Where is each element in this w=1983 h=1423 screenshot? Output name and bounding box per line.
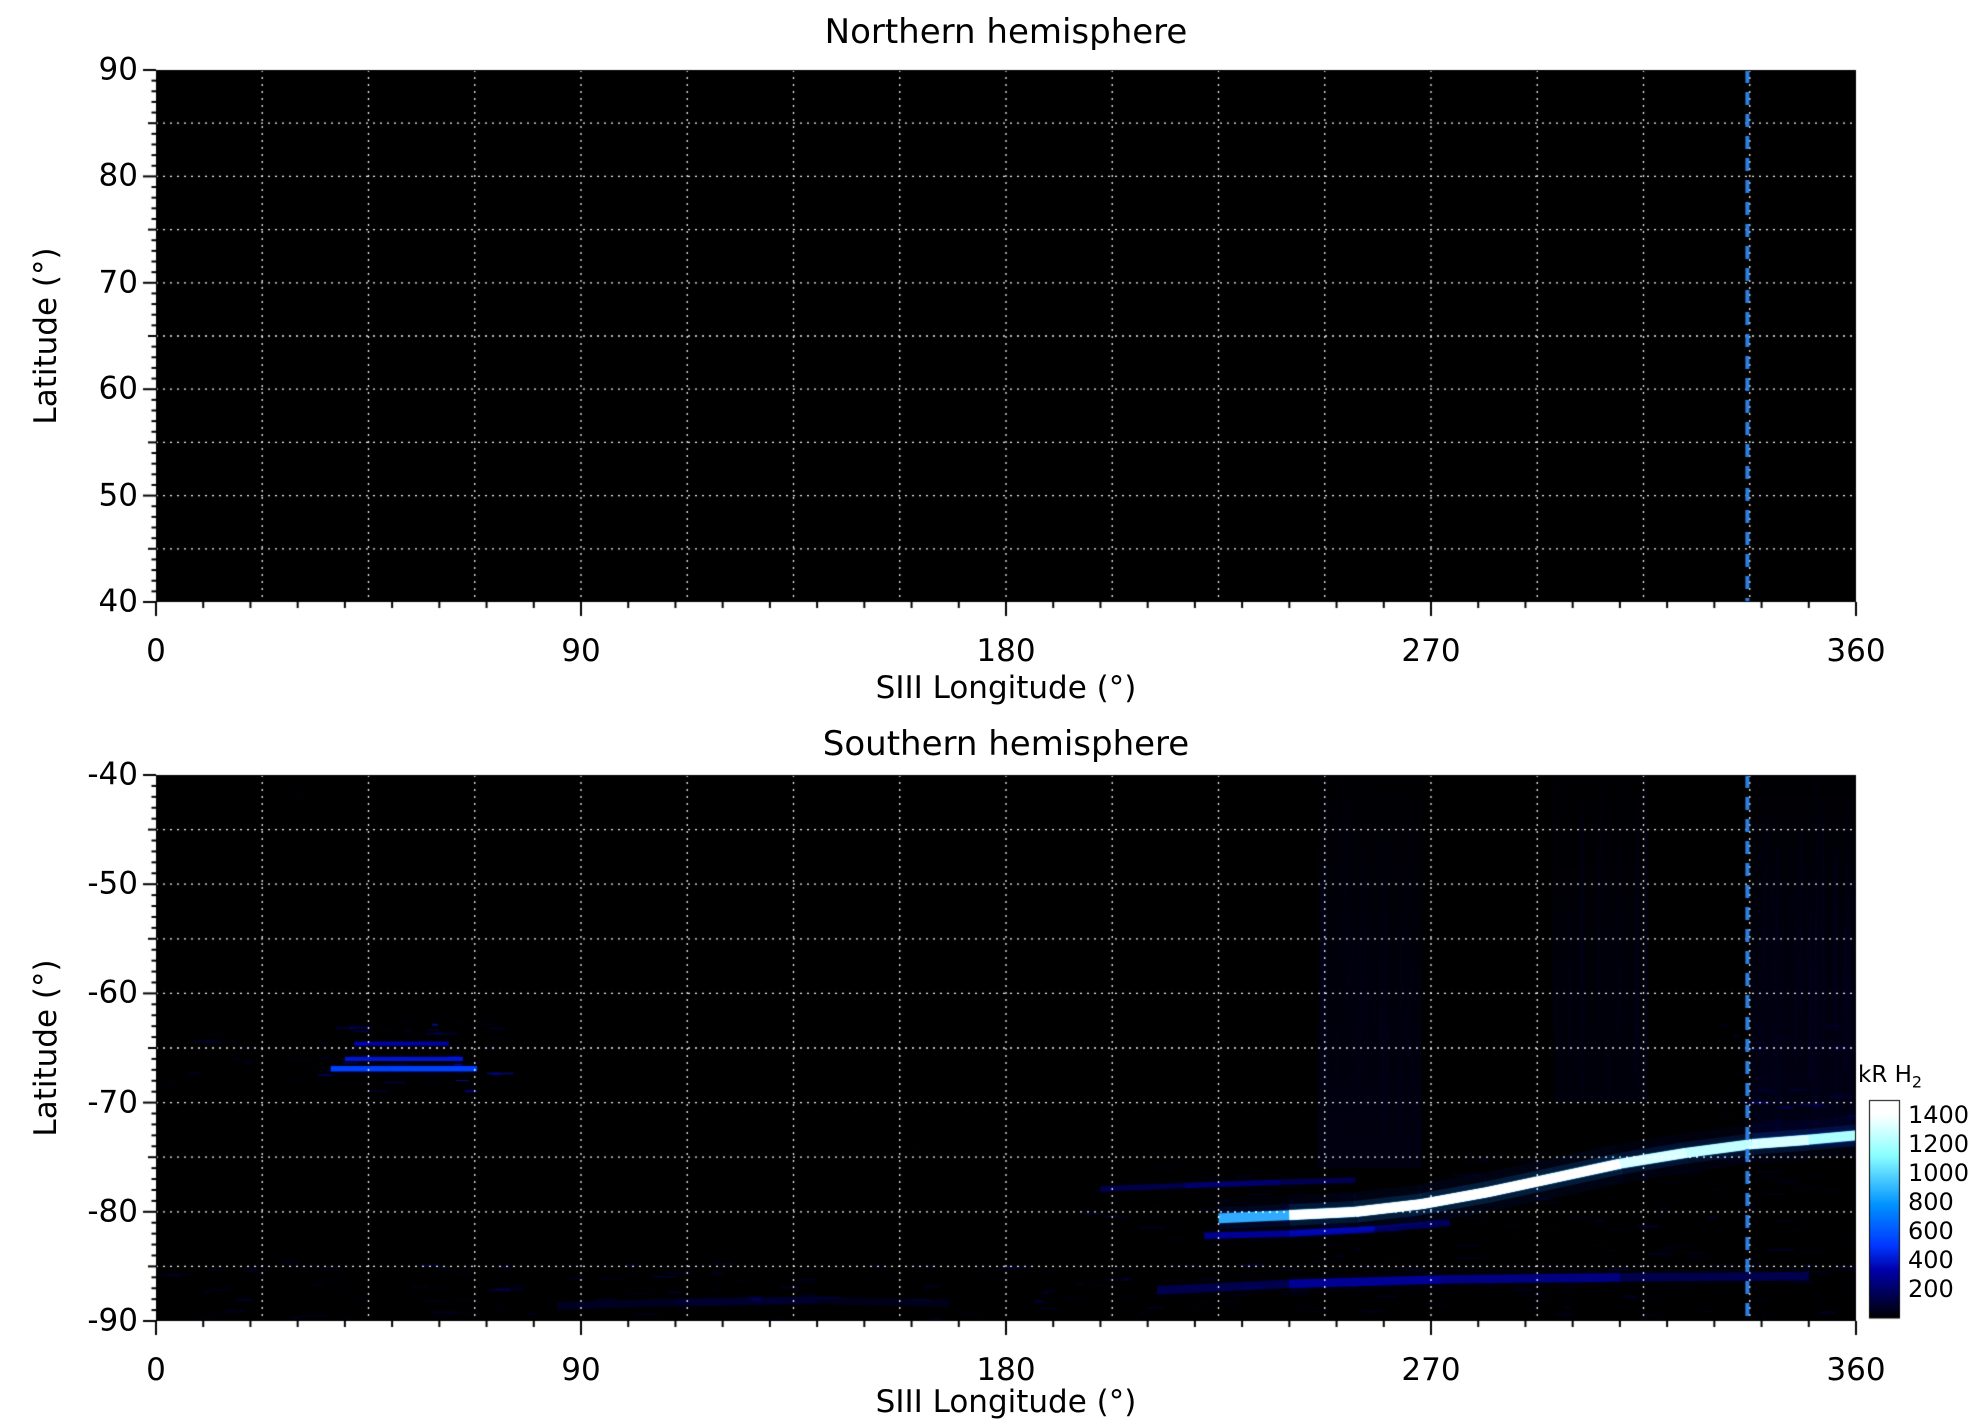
y-tick-label: -90 xyxy=(87,1302,138,1339)
colorbar-label: kR H2 xyxy=(1858,1062,1922,1092)
y-tick-label: -80 xyxy=(87,1193,138,1230)
colorbar-label-sub: 2 xyxy=(1911,1072,1923,1092)
y-tick-label: -70 xyxy=(87,1084,138,1121)
x-tick-label: 0 xyxy=(146,633,166,669)
y-tick-label: 80 xyxy=(98,157,138,194)
colorbar-tick-label: 1000 xyxy=(1908,1158,1970,1187)
south-panel-title: Southern hemisphere xyxy=(822,724,1190,764)
y-tick-label: 40 xyxy=(98,583,138,620)
y-tick-label: 90 xyxy=(98,51,138,88)
y-tick-label: 70 xyxy=(98,264,138,301)
x-tick-label: 270 xyxy=(1401,1352,1461,1388)
colorbar-tick-label: 800 xyxy=(1908,1187,1954,1216)
south-y-axis-label: Latitude (°) xyxy=(28,959,64,1137)
y-tick-label: -40 xyxy=(87,756,138,793)
north-panel-title: Northern hemisphere xyxy=(824,12,1188,52)
colorbar-tick-label: 1400 xyxy=(1908,1100,1970,1129)
x-tick-label: 180 xyxy=(976,633,1036,669)
x-tick-label: 90 xyxy=(561,633,601,669)
south-x-axis-label: SIII Longitude (°) xyxy=(875,1384,1137,1420)
x-tick-label: 360 xyxy=(1826,1352,1886,1388)
x-tick-label: 360 xyxy=(1826,633,1886,669)
x-tick-label: 0 xyxy=(146,1352,166,1388)
y-tick-label: -60 xyxy=(87,974,138,1011)
x-tick-label: 270 xyxy=(1401,633,1461,669)
colorbar-tick-label: 1200 xyxy=(1908,1129,1970,1158)
north-y-axis-label: Latitude (°) xyxy=(28,247,64,425)
x-tick-label: 180 xyxy=(976,1352,1036,1388)
colorbar-tick-label: 200 xyxy=(1908,1274,1954,1303)
y-tick-label: 60 xyxy=(98,370,138,407)
y-tick-label: 50 xyxy=(98,477,138,514)
colorbar-tick-label: 600 xyxy=(1908,1216,1954,1245)
y-tick-label: -50 xyxy=(87,865,138,902)
colorbar-tick-label: 400 xyxy=(1908,1245,1954,1274)
colorbar-label-text: kR H xyxy=(1858,1062,1912,1088)
x-tick-label: 90 xyxy=(561,1352,601,1388)
north-x-axis-label: SIII Longitude (°) xyxy=(875,670,1137,706)
